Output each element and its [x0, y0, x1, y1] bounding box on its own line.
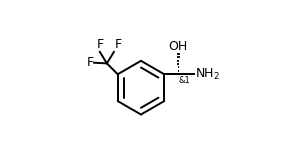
Text: &1: &1 [179, 76, 191, 84]
Text: OH: OH [169, 40, 188, 53]
Text: F: F [115, 38, 122, 51]
Text: F: F [86, 56, 93, 69]
Text: NH$_2$: NH$_2$ [195, 67, 220, 82]
Text: F: F [96, 38, 103, 51]
